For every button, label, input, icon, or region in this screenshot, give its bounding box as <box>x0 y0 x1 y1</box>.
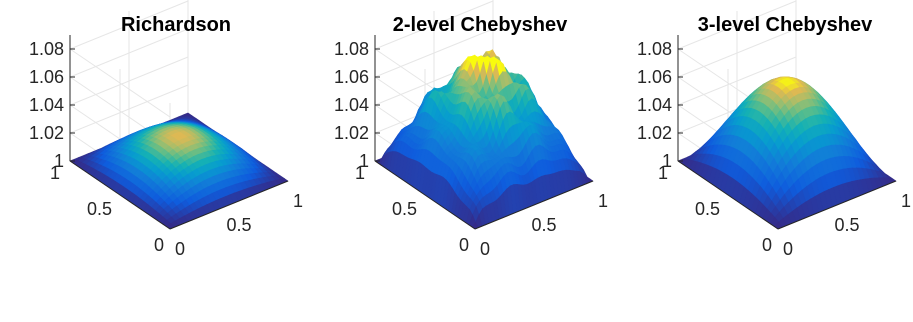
x-tick-label: 1 <box>598 191 608 211</box>
y-tick-label: 1 <box>355 163 365 183</box>
x-axis-line <box>169 180 289 230</box>
y-axis-line <box>677 160 779 230</box>
x-tick-label: 1 <box>901 191 911 211</box>
y-tick-label: 0.5 <box>392 199 417 219</box>
surface-panel-2: 1 1.02 1.04 1.06 1.08 0 0.5 1 0 0.5 1 2-level Cheby… <box>334 0 608 259</box>
z-tick-label: 1.04 <box>29 95 64 115</box>
x-tick-label: 0.5 <box>226 215 251 235</box>
y-tick-label: 0 <box>154 235 164 255</box>
z-tick-label: 1 <box>662 151 672 171</box>
surface-mesh <box>374 49 594 230</box>
z-tick-label: 1.08 <box>334 39 369 59</box>
surface-panel-1: 1 1.02 1.04 1.06 1.08 0 0.5 1 0 0.5 1 Richardson <box>29 0 303 259</box>
z-tick-label: 1 <box>359 151 369 171</box>
y-axis-line <box>69 160 171 230</box>
x-tick-label: 0 <box>480 239 490 259</box>
z-tick-label: 1.06 <box>637 67 672 87</box>
panel-title: Richardson <box>121 14 231 36</box>
z-tick-label: 1.04 <box>637 95 672 115</box>
z-tick-label: 1.06 <box>334 67 369 87</box>
surface-mesh <box>677 76 897 230</box>
y-tick-label: 0 <box>459 235 469 255</box>
z-tick-label: 1.08 <box>29 39 64 59</box>
y-tick-label: 1 <box>50 163 60 183</box>
x-axis-line <box>474 180 594 230</box>
surface-mesh <box>69 112 289 230</box>
panel-title: 2-level Chebyshev <box>393 14 568 36</box>
y-tick-label: 0.5 <box>695 199 720 219</box>
z-tick-label: 1.02 <box>334 123 369 143</box>
surface-panel-3: 1 1.02 1.04 1.06 1.08 0 0.5 1 0 0.5 1 3-level Cheby… <box>637 0 911 259</box>
y-tick-label: 0.5 <box>87 199 112 219</box>
y-tick-label: 0 <box>762 235 772 255</box>
x-axis-line <box>777 180 897 230</box>
z-tick-label: 1 <box>54 151 64 171</box>
x-tick-label: 0 <box>175 239 185 259</box>
z-tick-label: 1.04 <box>334 95 369 115</box>
x-tick-label: 0 <box>783 239 793 259</box>
panel-title: 3-level Chebyshev <box>698 14 873 36</box>
x-tick-label: 1 <box>293 191 303 211</box>
x-tick-label: 0.5 <box>834 215 859 235</box>
y-tick-label: 1 <box>658 163 668 183</box>
y-axis-line <box>374 160 476 230</box>
z-tick-label: 1.02 <box>637 123 672 143</box>
x-tick-label: 0.5 <box>531 215 556 235</box>
z-tick-label: 1.06 <box>29 67 64 87</box>
z-tick-label: 1.02 <box>29 123 64 143</box>
z-tick-label: 1.08 <box>637 39 672 59</box>
